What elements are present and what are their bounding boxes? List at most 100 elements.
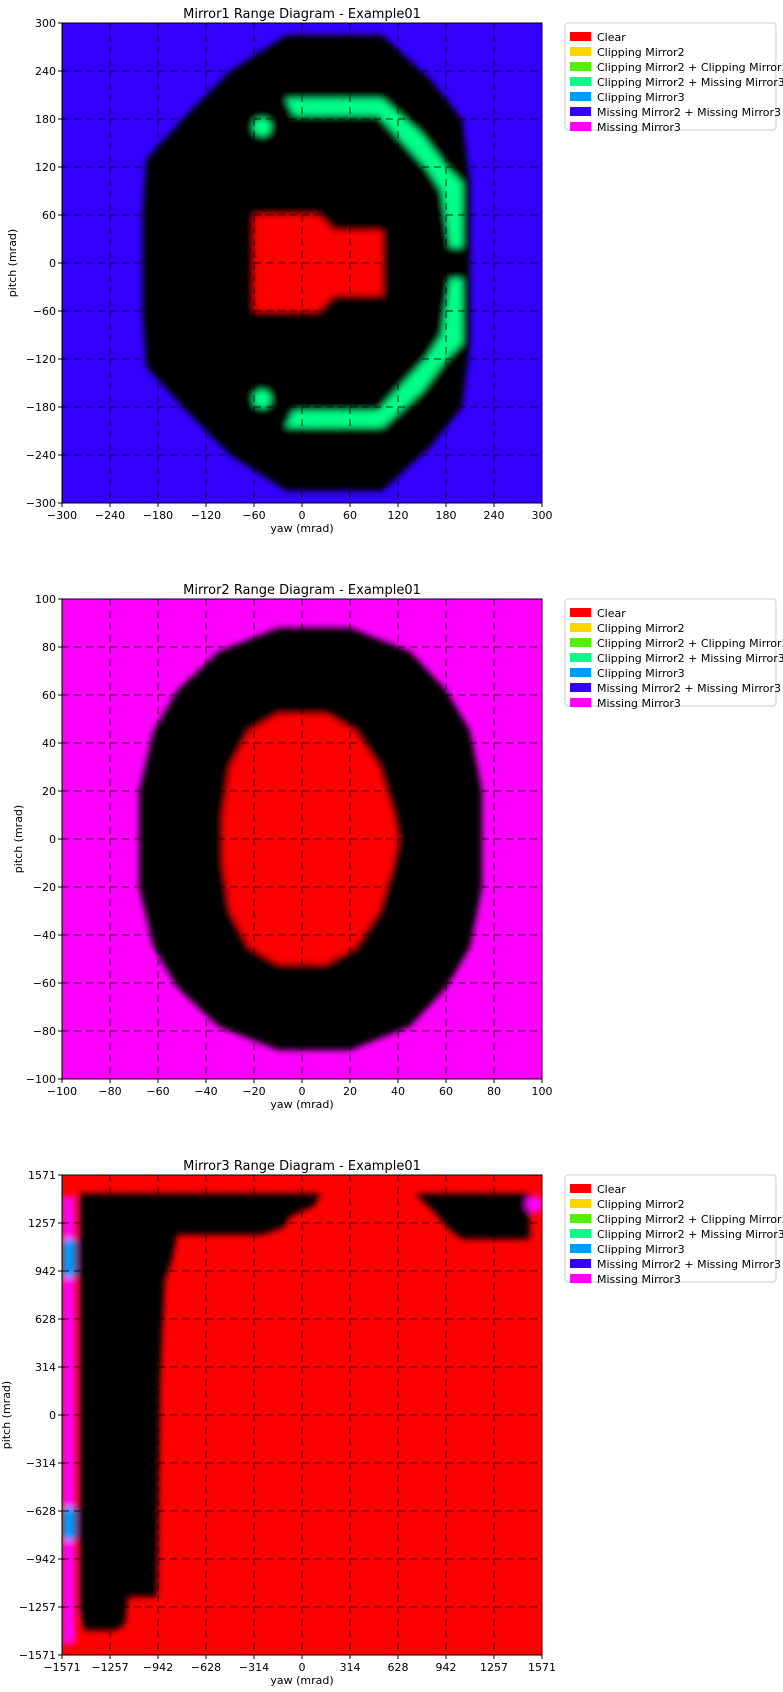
legend-box — [564, 22, 777, 131]
y-tick-label: 1257 — [28, 1217, 56, 1230]
legend-swatch — [570, 668, 591, 677]
legend-swatch — [570, 1244, 591, 1253]
x-ticks: −100 −80 −60 −40 −20 0 20 40 60 80 100 — [47, 1079, 553, 1098]
y-tick-label: 1571 — [28, 1169, 56, 1182]
legend-swatch — [570, 623, 591, 632]
legend-label: Clipping Mirror2 + Clipping Mirror3 — [597, 1213, 783, 1226]
legend-label: Clipping Mirror3 — [597, 1243, 685, 1256]
gridlines — [62, 599, 542, 1079]
panel-mirror2: Mirror2 Range Diagram - Example01 −100 −8… — [12, 583, 783, 1111]
region-clipping-mirror3 — [62, 1506, 76, 1541]
legend-swatch — [570, 32, 591, 41]
legend-label: Missing Mirror3 — [597, 121, 681, 134]
y-ticks: −100 −80 −60 −40 −20 0 20 40 60 80 100 — [26, 593, 62, 1086]
x-tick-label: 0 — [299, 1661, 306, 1674]
y-axis-label: pitch (mrad) — [12, 805, 25, 873]
x-tick-label: −240 — [95, 509, 125, 522]
y-tick-label: 60 — [42, 689, 56, 702]
region-missing-mirror3 — [525, 1195, 542, 1213]
legend-label: Clipping Mirror3 — [597, 91, 685, 104]
x-tick-label: 180 — [436, 509, 457, 522]
legend-swatch — [570, 1199, 591, 1208]
legend-swatch — [570, 1214, 591, 1223]
y-tick-label: −100 — [26, 1073, 56, 1086]
x-tick-label: −628 — [191, 1661, 221, 1674]
y-tick-label: 0 — [49, 257, 56, 270]
x-tick-label: −180 — [143, 509, 173, 522]
y-tick-label: −1257 — [19, 1601, 56, 1614]
heatmap-regions — [62, 1193, 542, 1645]
legend-swatch — [570, 698, 591, 707]
legend-swatch — [570, 608, 591, 617]
x-tick-label: −942 — [143, 1661, 173, 1674]
x-tick-label: −20 — [242, 1085, 265, 1098]
region-black — [79, 1193, 321, 1631]
legend-swatch — [570, 77, 591, 86]
legend-label: Missing Mirror2 + Missing Mirror3 — [597, 106, 781, 119]
x-tick-label: 120 — [388, 509, 409, 522]
legend-swatch — [570, 62, 591, 71]
y-tick-label: 100 — [35, 593, 56, 606]
legend-label: Missing Mirror2 + Missing Mirror3 — [597, 682, 781, 695]
y-tick-label: 300 — [35, 17, 56, 30]
legend-swatch — [570, 92, 591, 101]
x-axis-label: yaw (mrad) — [270, 1098, 333, 1111]
legend: Clear Clipping Mirror2 Clipping Mirror2 + … — [564, 598, 783, 710]
x-tick-label: −1571 — [43, 1661, 80, 1674]
legend-label: Clipping Mirror2 + Missing Mirror3 — [597, 1228, 783, 1241]
legend-swatch — [570, 1229, 591, 1238]
x-tick-label: 60 — [343, 509, 357, 522]
y-tick-label: −80 — [33, 1025, 56, 1038]
panel-mirror3: Mirror3 Range Diagram - Example01 −1571−… — [0, 1159, 783, 1687]
y-tick-label: 240 — [35, 65, 56, 78]
legend-label: Clipping Mirror3 — [597, 667, 685, 680]
y-tick-label: −1571 — [19, 1649, 56, 1662]
y-tick-label: −942 — [26, 1553, 56, 1566]
y-tick-label: 0 — [49, 1409, 56, 1422]
legend-swatch — [570, 122, 591, 131]
legend-swatch — [570, 653, 591, 662]
region-clipping-mirror2-missing-mirror3 — [253, 118, 271, 136]
x-tick-label: −120 — [191, 509, 221, 522]
region-black — [415, 1193, 530, 1240]
y-tick-label: 20 — [42, 785, 56, 798]
x-tick-label: −80 — [98, 1085, 121, 1098]
legend-label: Missing Mirror2 + Missing Mirror3 — [597, 1258, 781, 1271]
legend-box — [564, 1174, 777, 1283]
x-tick-label: −40 — [194, 1085, 217, 1098]
y-ticks: −300 −240 −180 −120 −60 0 60 120 180 240 300 — [26, 17, 62, 510]
x-tick-label: −1257 — [91, 1661, 128, 1674]
y-tick-label: 60 — [42, 209, 56, 222]
x-ticks: −300 −240 −180 −120 −60 0 60 120 180 240 300 — [47, 503, 553, 522]
legend-swatch — [570, 1274, 591, 1283]
x-axis-label: yaw (mrad) — [270, 1674, 333, 1687]
region-clipping-mirror3 — [62, 1239, 76, 1278]
legend: Clear Clipping Mirror2 Clipping Mirror2 + … — [564, 1174, 783, 1286]
x-tick-label: 0 — [299, 1085, 306, 1098]
y-tick-label: 40 — [42, 737, 56, 750]
legend-swatch — [570, 1184, 591, 1193]
legend-box — [564, 598, 777, 707]
legend-swatch — [570, 683, 591, 692]
chart-title: Mirror2 Range Diagram - Example01 — [183, 583, 421, 598]
x-tick-label: −60 — [146, 1085, 169, 1098]
x-tick-label: 1257 — [480, 1661, 508, 1674]
y-axis-label: pitch (mrad) — [6, 229, 19, 297]
y-tick-label: −20 — [33, 881, 56, 894]
x-axis-label: yaw (mrad) — [270, 522, 333, 535]
legend-label: Missing Mirror3 — [597, 1273, 681, 1286]
y-tick-label: −300 — [26, 497, 56, 510]
y-tick-label: 942 — [35, 1265, 56, 1278]
chart-title: Mirror1 Range Diagram - Example01 — [183, 7, 421, 22]
y-tick-label: 314 — [35, 1361, 56, 1374]
legend-swatch — [570, 638, 591, 647]
legend-label: Clipping Mirror2 + Clipping Mirror3 — [597, 637, 783, 650]
y-tick-label: −60 — [33, 977, 56, 990]
legend-label: Clipping Mirror2 — [597, 1198, 685, 1211]
x-tick-label: 0 — [299, 509, 306, 522]
legend-swatch — [570, 107, 591, 116]
x-ticks: −1571 −1257 −942 −628 −314 0 314 628 942 1257 1571 — [43, 1655, 556, 1674]
legend-label: Clipping Mirror2 + Missing Mirror3 — [597, 76, 783, 89]
x-tick-label: 60 — [439, 1085, 453, 1098]
